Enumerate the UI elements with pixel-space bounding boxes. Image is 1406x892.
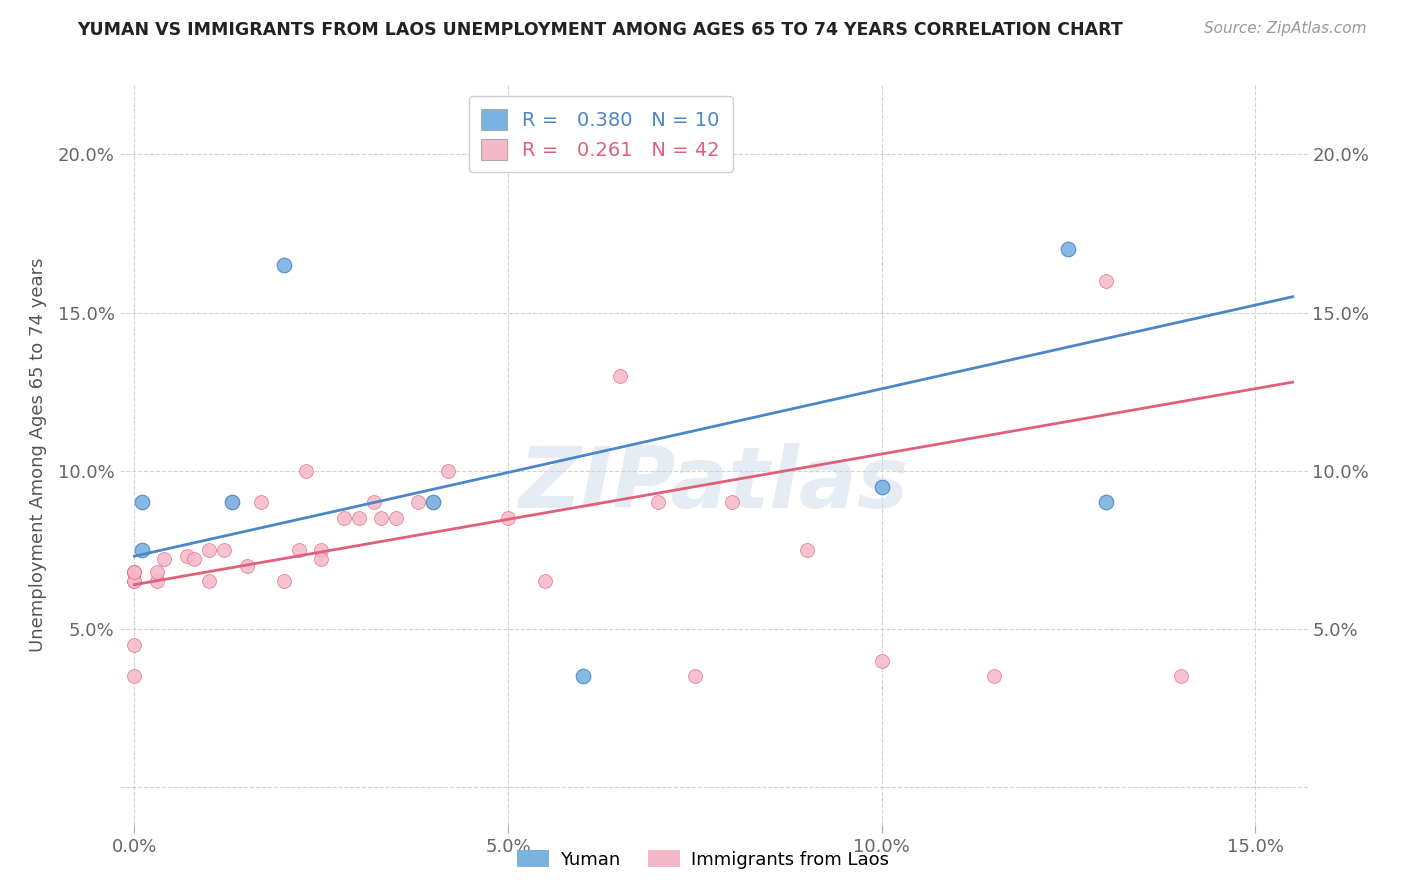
Point	[124, 638, 146, 652]
Point	[347, 511, 370, 525]
Point	[198, 574, 221, 589]
Point	[124, 565, 146, 579]
Point	[176, 549, 198, 564]
Text: Source: ZipAtlas.com: Source: ZipAtlas.com	[1204, 21, 1367, 36]
Text: ZIPatlas: ZIPatlas	[519, 443, 908, 526]
Point	[647, 495, 669, 509]
Point	[146, 565, 169, 579]
Point	[131, 495, 153, 509]
Point	[385, 511, 408, 525]
Point	[183, 552, 205, 566]
Point	[221, 495, 243, 509]
Point	[496, 511, 519, 525]
Point	[124, 669, 146, 683]
Y-axis label: Unemployment Among Ages 65 to 74 years: Unemployment Among Ages 65 to 74 years	[28, 258, 46, 652]
Point	[683, 147, 706, 161]
Point	[1095, 274, 1118, 288]
Point	[363, 495, 385, 509]
Point	[571, 669, 593, 683]
Point	[870, 654, 893, 668]
Point	[422, 495, 444, 509]
Point	[870, 479, 893, 493]
Point	[721, 495, 744, 509]
Point	[221, 495, 243, 509]
Point	[408, 495, 430, 509]
Point	[124, 565, 146, 579]
Point	[273, 258, 295, 272]
Point	[332, 511, 354, 525]
Point	[153, 552, 176, 566]
Point	[273, 574, 295, 589]
Point	[1095, 495, 1118, 509]
Point	[309, 552, 332, 566]
Point	[796, 542, 818, 557]
Point	[124, 574, 146, 589]
Point	[609, 368, 631, 383]
Point	[422, 495, 444, 509]
Point	[212, 542, 235, 557]
Legend: Yuman, Immigrants from Laos: Yuman, Immigrants from Laos	[510, 843, 896, 876]
Point	[983, 669, 1005, 683]
Point	[124, 574, 146, 589]
Point	[1170, 669, 1192, 683]
Point	[1057, 242, 1080, 256]
Point	[124, 565, 146, 579]
Point	[370, 511, 392, 525]
Point	[683, 669, 706, 683]
Point	[131, 542, 153, 557]
Point	[250, 495, 273, 509]
Point	[295, 464, 318, 478]
Point	[309, 542, 332, 557]
Point	[146, 574, 169, 589]
Text: YUMAN VS IMMIGRANTS FROM LAOS UNEMPLOYMENT AMONG AGES 65 TO 74 YEARS CORRELATION: YUMAN VS IMMIGRANTS FROM LAOS UNEMPLOYME…	[77, 21, 1123, 38]
Legend: R =   0.380   N = 10, R =   0.261   N = 42: R = 0.380 N = 10, R = 0.261 N = 42	[468, 96, 733, 172]
Point	[198, 542, 221, 557]
Point	[534, 574, 557, 589]
Point	[288, 542, 311, 557]
Point	[437, 464, 460, 478]
Point	[235, 558, 257, 573]
